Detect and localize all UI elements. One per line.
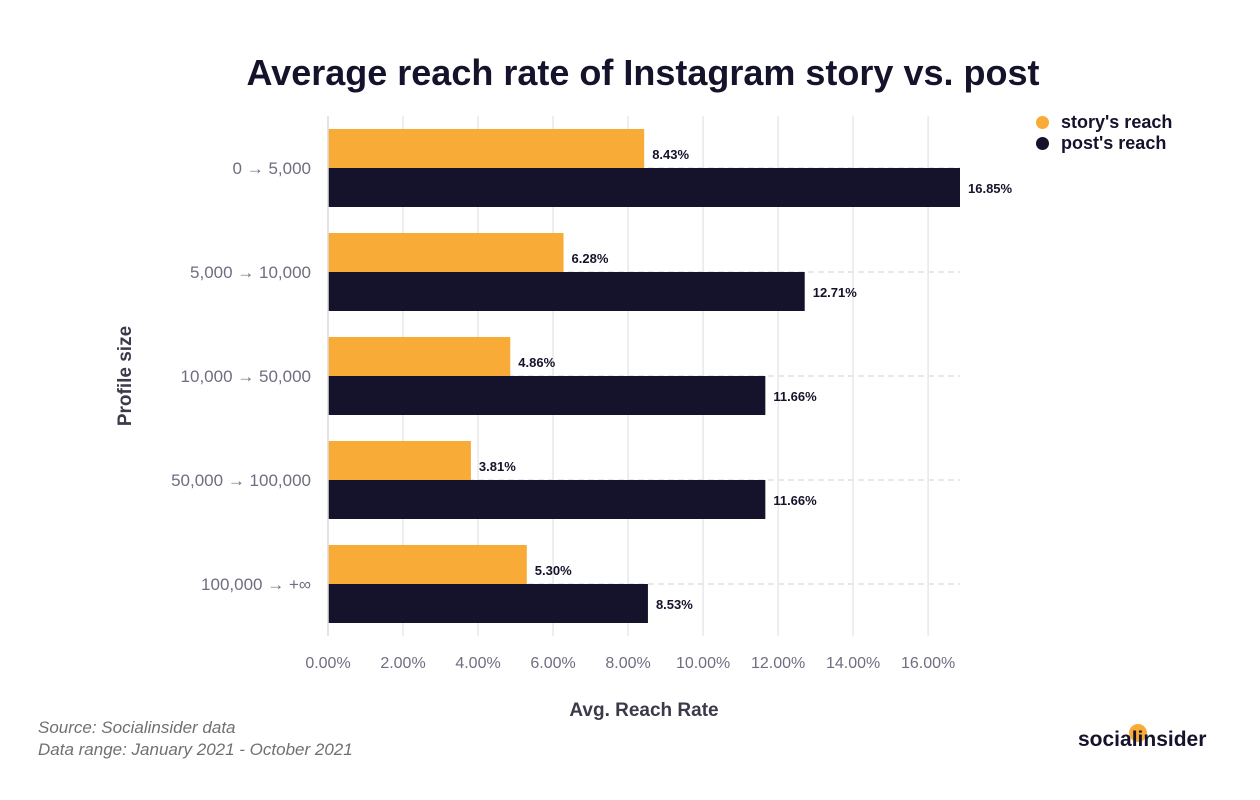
bar-post [328, 272, 805, 311]
bar-value-label: 16.85% [968, 181, 1013, 196]
bar-value-label: 12.71% [813, 285, 858, 300]
bar-post [328, 376, 766, 415]
bar-story [328, 337, 511, 376]
bar-value-label: 8.53% [656, 597, 693, 612]
bar-story [328, 129, 645, 168]
date-range-text: Data range: January 2021 - October 2021 [38, 740, 353, 759]
x-tick-label: 14.00% [826, 655, 880, 672]
x-tick-label: 4.00% [455, 655, 500, 672]
y-axis-title: Profile size [115, 326, 136, 426]
y-category-label: 100,000 → +∞ [201, 575, 311, 594]
x-tick-label: 6.00% [530, 655, 575, 672]
legend-swatch-post [1036, 137, 1049, 150]
brand-logo-dot [1129, 724, 1147, 742]
bar-story [328, 545, 527, 584]
bar-post [328, 168, 960, 207]
legend-item-story: story's reach [1036, 112, 1172, 133]
bar-post [328, 480, 766, 519]
bar-story [328, 233, 564, 272]
bar-value-label: 11.66% [773, 389, 817, 404]
bar-post [328, 584, 648, 623]
x-tick-label: 10.00% [676, 655, 730, 672]
y-category-label: 10,000 → 50,000 [181, 367, 311, 386]
y-category-label: 0 → 5,000 [233, 159, 311, 178]
brand-logo: socialinsider [1078, 728, 1207, 751]
bar-value-label: 4.86% [518, 355, 555, 370]
source-text: Source: Socialinsider data [38, 718, 236, 737]
legend: story's reach post's reach [1036, 112, 1172, 154]
source-note: Source: Socialinsider data Data range: J… [38, 717, 353, 761]
legend-item-post: post's reach [1036, 133, 1172, 154]
legend-label-post: post's reach [1061, 133, 1167, 153]
x-tick-label: 8.00% [605, 655, 650, 672]
x-axis-title: Avg. Reach Rate [569, 700, 718, 721]
x-tick-label: 0.00% [305, 655, 350, 672]
x-tick-label: 2.00% [380, 655, 425, 672]
bar-value-label: 5.30% [535, 563, 572, 578]
x-tick-label: 16.00% [901, 655, 955, 672]
bar-value-label: 8.43% [652, 147, 689, 162]
x-tick-label: 12.00% [751, 655, 805, 672]
bar-value-label: 6.28% [572, 251, 609, 266]
y-category-label: 5,000 → 10,000 [190, 263, 311, 282]
bar-value-label: 3.81% [479, 459, 516, 474]
chart-title: Average reach rate of Instagram story vs… [246, 52, 1040, 93]
bar-value-label: 11.66% [773, 493, 817, 508]
legend-label-story: story's reach [1061, 112, 1173, 132]
y-category-label: 50,000 → 100,000 [171, 471, 311, 490]
legend-swatch-story [1036, 116, 1049, 129]
bar-story [328, 441, 471, 480]
